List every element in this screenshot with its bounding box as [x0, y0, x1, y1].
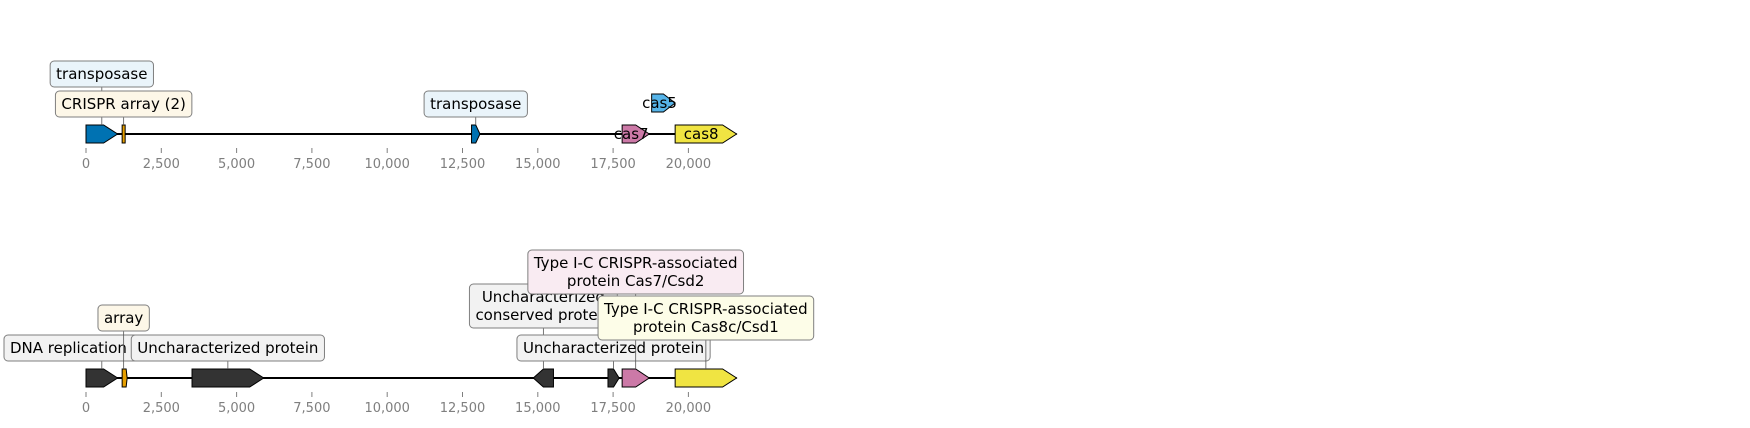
axis-tick-label: 5,000	[218, 401, 255, 416]
gene-cas7-inline-label: cas7	[614, 125, 649, 143]
gene-uncharacterized-conserved	[532, 368, 554, 388]
gene-transposase-1-label: transposase	[49, 60, 154, 88]
label-text: conserved protein	[475, 306, 611, 324]
label-text: transposase	[56, 65, 147, 83]
label-box	[54, 90, 193, 118]
gene-cas7	[621, 124, 651, 144]
gene-cas8-inline-label: cas8	[684, 125, 719, 143]
axis-tick-label: 15,000	[515, 157, 561, 172]
label-text: protein Cas7/Csd2	[567, 272, 705, 290]
gene-uncharacterized-2	[607, 368, 620, 388]
label-box	[97, 304, 150, 332]
axis-tick-label: 0	[82, 401, 90, 416]
axis-tick-label: 20,000	[666, 157, 712, 172]
label-box	[527, 249, 745, 295]
axis-tick-label: 17,500	[590, 157, 636, 172]
gene-uncharacterized-1-label: Uncharacterized protein	[130, 334, 325, 362]
gene-transposase-1	[85, 124, 119, 144]
track-bottom: 0 2,500 5,000 7,500 10,000 12,500 15,000 17,500…	[3, 249, 815, 416]
crispr-array-2-label: array	[97, 304, 150, 332]
label-text: Uncharacterized protein	[137, 339, 318, 357]
axis-tick-label: 5,000	[218, 157, 255, 172]
label-box	[130, 334, 325, 362]
gene-uncharacterized-2-label: Uncharacterized protein	[516, 334, 711, 362]
label-text: Type I-C CRISPR-associated	[603, 300, 808, 318]
label-box	[49, 60, 154, 88]
axis-tick-label: 7,500	[293, 157, 330, 172]
axis-tick-label: 2,500	[143, 157, 180, 172]
axis-tick-label: 20,000	[666, 401, 712, 416]
axis-tick-label: 15,000	[515, 401, 561, 416]
label-box	[423, 90, 528, 118]
track-top: 0 2,500 5,000 7,500 10,000 12,500 15,000 17,500…	[49, 60, 738, 172]
label-text: transposase	[430, 95, 521, 113]
label-text: Uncharacterized protein	[523, 339, 704, 357]
gene-transposase-2-label: transposase	[423, 90, 528, 118]
label-text: array	[104, 309, 143, 327]
axis-tick-label: 2,500	[143, 401, 180, 416]
crispr-array-1	[121, 124, 126, 144]
label-box	[597, 295, 815, 341]
label-text: protein Cas8c/Csd1	[633, 318, 779, 336]
gene-cas5	[651, 93, 676, 113]
axis-tick-label: 0	[82, 157, 90, 172]
axis-tick-label: 17,500	[590, 401, 636, 416]
axis-tick-label: 7,500	[293, 401, 330, 416]
gene-uncharacterized-1	[191, 368, 265, 388]
gene-cas5-inline-label: cas5	[642, 94, 677, 112]
gene-cas7-csd2	[621, 368, 651, 388]
gene-cas8c-csd1	[674, 368, 738, 388]
label-text: CRISPR array (2)	[61, 95, 185, 113]
gene-dnac	[85, 368, 119, 388]
crispr-array-1-label: CRISPR array (2)	[54, 90, 193, 118]
axis-tick-label: 10,000	[364, 401, 410, 416]
label-text: Type I-C CRISPR-associated	[533, 254, 738, 272]
axis-tick-label: 10,000	[364, 157, 410, 172]
crispr-array-2	[121, 368, 128, 388]
gene-transposase-2	[471, 124, 481, 144]
gene-cas8	[674, 124, 738, 144]
axis-tick-label: 12,500	[440, 157, 486, 172]
axis-tick-label: 12,500	[440, 401, 486, 416]
